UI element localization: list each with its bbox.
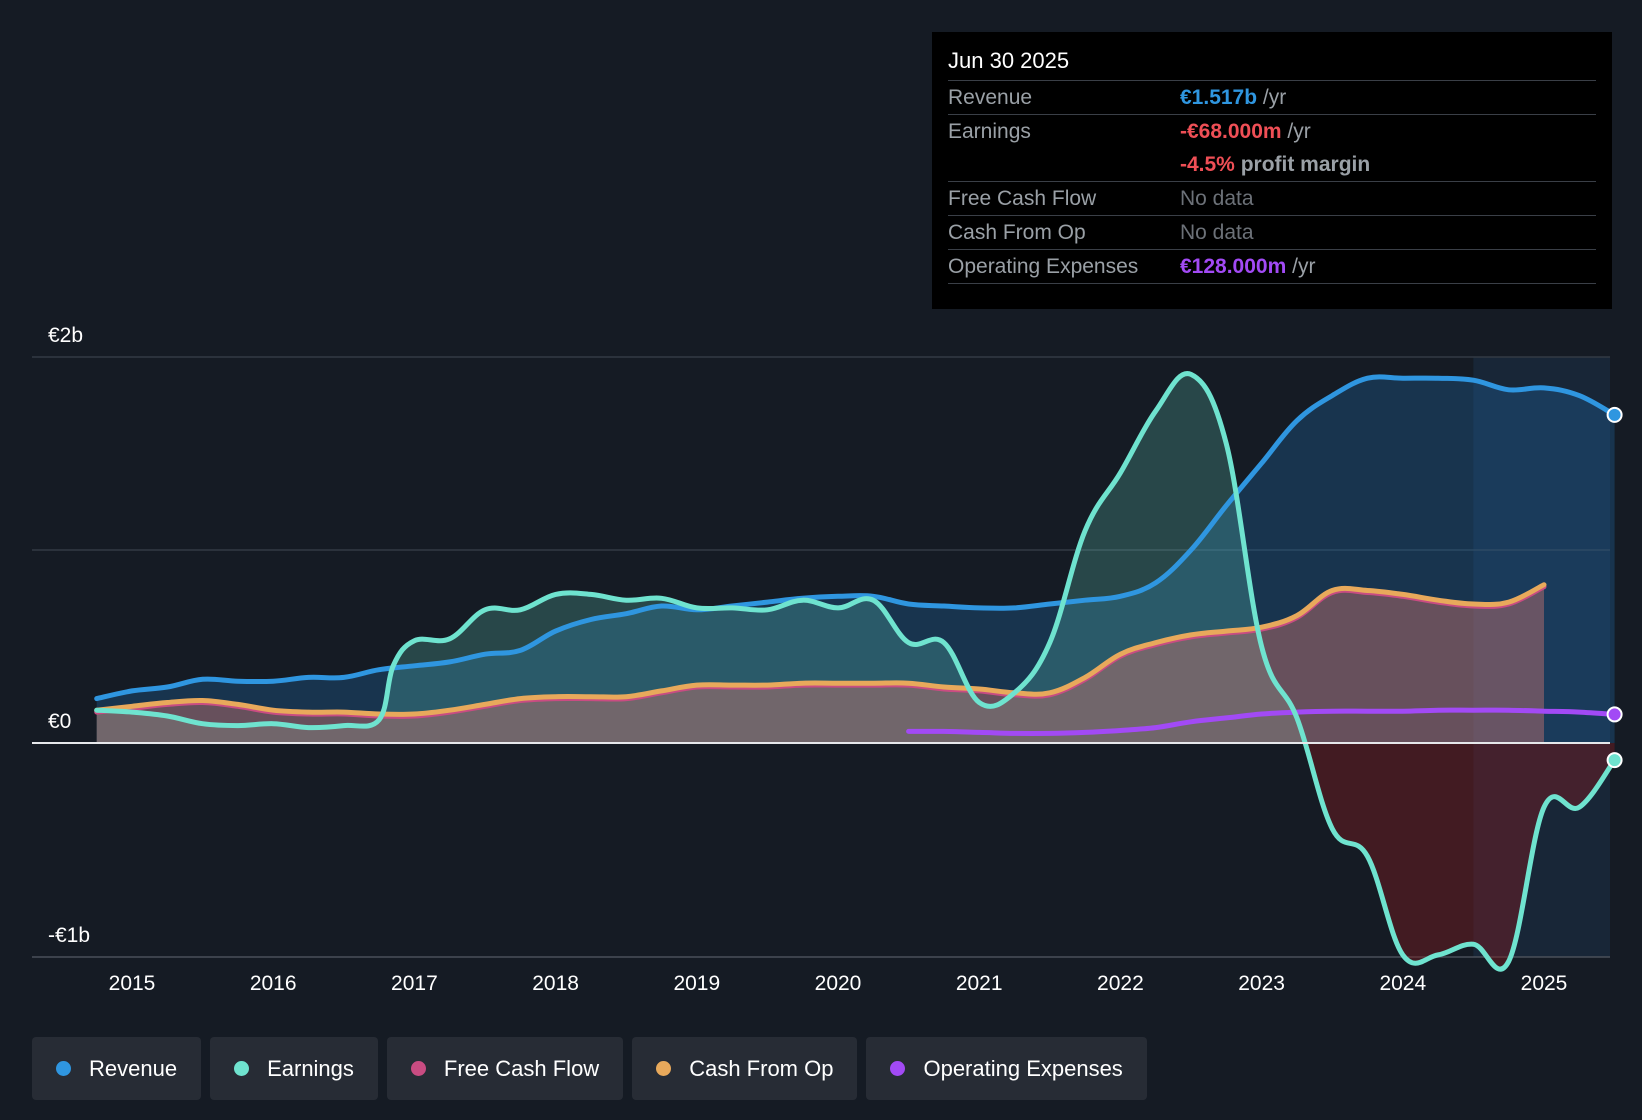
x-tick-label: 2023 xyxy=(1238,972,1285,995)
line-operating-expenses xyxy=(906,707,1618,736)
area-free-cash-flow-positive xyxy=(96,586,1545,743)
tooltip-margin-text: profit margin xyxy=(1240,153,1371,176)
endpoint-revenue xyxy=(1606,406,1623,423)
legend-cash-from-op[interactable]: Cash From Op xyxy=(632,1037,858,1100)
tooltip-opex-value: €128.000m xyxy=(1180,255,1287,278)
tooltip-margin-wrap: -4.5% profit margin xyxy=(1180,148,1370,181)
legend-fcf-dot-icon xyxy=(410,1061,426,1076)
area-revenue-positive xyxy=(96,376,1615,743)
legend-revenue-dot-icon xyxy=(56,1061,71,1076)
x-tick-label: 2025 xyxy=(1521,972,1568,995)
tooltip-row-earnings: Earnings -€68.000m /yr xyxy=(948,115,1596,148)
x-tick-label: 2022 xyxy=(1097,972,1144,995)
x-tick-label: 2018 xyxy=(532,972,579,995)
x-tick-label: 2015 xyxy=(109,972,156,995)
tooltip-opex-label: Operating Expenses xyxy=(948,255,1139,278)
line-cash-from-op xyxy=(94,582,1547,717)
gridlines xyxy=(32,356,1610,958)
endpoint-operating-expenses xyxy=(1606,706,1623,723)
tooltip-row-cfo: Cash From Op No data xyxy=(948,216,1596,250)
x-tick-label: 2016 xyxy=(250,972,297,995)
tooltip-revenue-value-wrap: €1.517b /yr xyxy=(1180,81,1286,114)
tooltip-margin-value: -4.5% xyxy=(1180,153,1235,176)
legend-earnings-dot-icon xyxy=(234,1061,250,1076)
legend: Revenue Earnings Free Cash Flow Cash Fro… xyxy=(32,1037,1147,1100)
x-tick-label: 2021 xyxy=(956,972,1003,995)
x-axis-labels: 2015 2016 2017 2018 2019 2020 2021 2022 2023 2024… xyxy=(109,972,1568,995)
tooltip-earnings-value-wrap: -€68.000m /yr xyxy=(1180,115,1311,148)
tooltip-revenue-label: Revenue xyxy=(948,86,1033,109)
tooltip-revenue-unit: /yr xyxy=(1262,86,1287,109)
tooltip-earnings-label: Earnings xyxy=(948,120,1031,143)
y-tick-label: €2b xyxy=(48,324,83,347)
legend-earnings-label: Earnings xyxy=(267,1055,354,1081)
area-cash-from-op-positive xyxy=(96,584,1545,743)
legend-cfo-dot-icon xyxy=(656,1061,672,1076)
line-revenue xyxy=(94,374,1618,702)
legend-opex-label: Operating Expenses xyxy=(923,1055,1123,1081)
tooltip-revenue-value: €1.517b xyxy=(1180,86,1258,109)
legend-fcf-label: Free Cash Flow xyxy=(443,1055,600,1081)
tooltip-row-fcf: Free Cash Flow No data xyxy=(948,182,1596,216)
x-tick-label: 2017 xyxy=(391,972,438,995)
series-endpoints xyxy=(1606,406,1623,769)
y-tick-label: €0 xyxy=(48,710,71,733)
x-tick-label: 2020 xyxy=(815,972,862,995)
tooltip-earnings-unit: /yr xyxy=(1287,120,1311,143)
tooltip-opex-value-wrap: €128.000m /yr xyxy=(1180,250,1315,283)
tooltip-date: Jun 30 2025 xyxy=(948,46,1596,81)
legend-cfo-label: Cash From Op xyxy=(689,1055,834,1081)
tooltip-cfo-label: Cash From Op xyxy=(948,221,1086,244)
y-tick-label: -€1b xyxy=(48,924,90,947)
y-axis-labels: €2b €0 -€1b xyxy=(48,324,90,947)
legend-earnings[interactable]: Earnings xyxy=(210,1037,378,1100)
tooltip-cfo-value: No data xyxy=(1180,221,1254,244)
series-lines xyxy=(94,371,1618,972)
area-earnings-negative xyxy=(96,743,1615,970)
tooltip-earnings-value: -€68.000m xyxy=(1180,120,1282,143)
legend-operating-expenses[interactable]: Operating Expenses xyxy=(866,1037,1147,1100)
tooltip-opex-unit: /yr xyxy=(1292,255,1316,278)
tooltip-panel: Jun 30 2025 Revenue €1.517b /yr Earnings… xyxy=(932,32,1612,309)
endpoint-earnings xyxy=(1606,752,1623,769)
forecast-region xyxy=(1473,357,1610,957)
tooltip-margin-spacer xyxy=(948,148,1180,181)
tooltip-row-opex: Operating Expenses €128.000m /yr xyxy=(948,250,1596,284)
x-tick-label: 2024 xyxy=(1379,972,1426,995)
x-tick-label: 2019 xyxy=(673,972,720,995)
series-areas xyxy=(96,373,1615,970)
legend-revenue-label: Revenue xyxy=(89,1055,178,1081)
tooltip-row-margin: -4.5% profit margin xyxy=(948,148,1596,182)
area-earnings-positive xyxy=(96,373,1615,743)
tooltip-fcf-value: No data xyxy=(1180,187,1254,210)
tooltip-fcf-label: Free Cash Flow xyxy=(948,187,1097,210)
tooltip-row-revenue: Revenue €1.517b /yr xyxy=(948,81,1596,115)
legend-free-cash-flow[interactable]: Free Cash Flow xyxy=(386,1037,624,1100)
legend-revenue[interactable]: Revenue xyxy=(32,1037,202,1100)
legend-opex-dot-icon xyxy=(890,1061,906,1076)
line-earnings xyxy=(94,371,1618,972)
